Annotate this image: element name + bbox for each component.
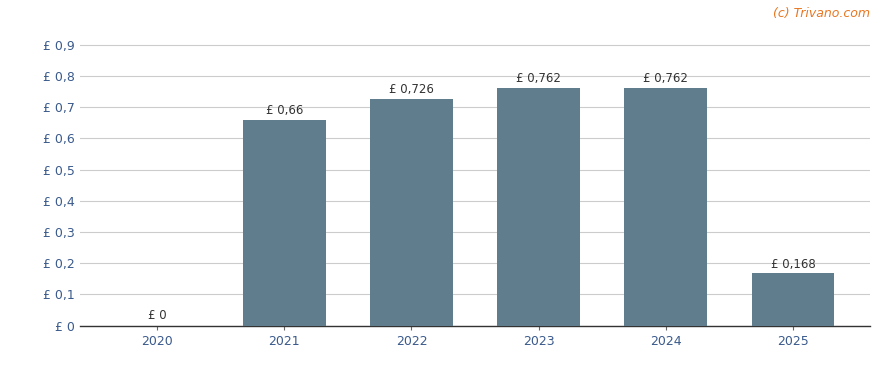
Bar [624,88,707,326]
Bar [243,120,326,326]
Text: £ 0,66: £ 0,66 [266,104,303,117]
Text: (c) Trivano.com: (c) Trivano.com [773,7,870,20]
Text: £ 0,726: £ 0,726 [389,84,434,97]
Bar [497,88,580,326]
Text: £ 0,762: £ 0,762 [644,72,688,85]
Text: £ 0,168: £ 0,168 [771,258,815,270]
Bar [751,273,835,326]
Bar [370,99,453,326]
Text: £ 0: £ 0 [148,309,166,322]
Text: £ 0,762: £ 0,762 [516,72,561,85]
